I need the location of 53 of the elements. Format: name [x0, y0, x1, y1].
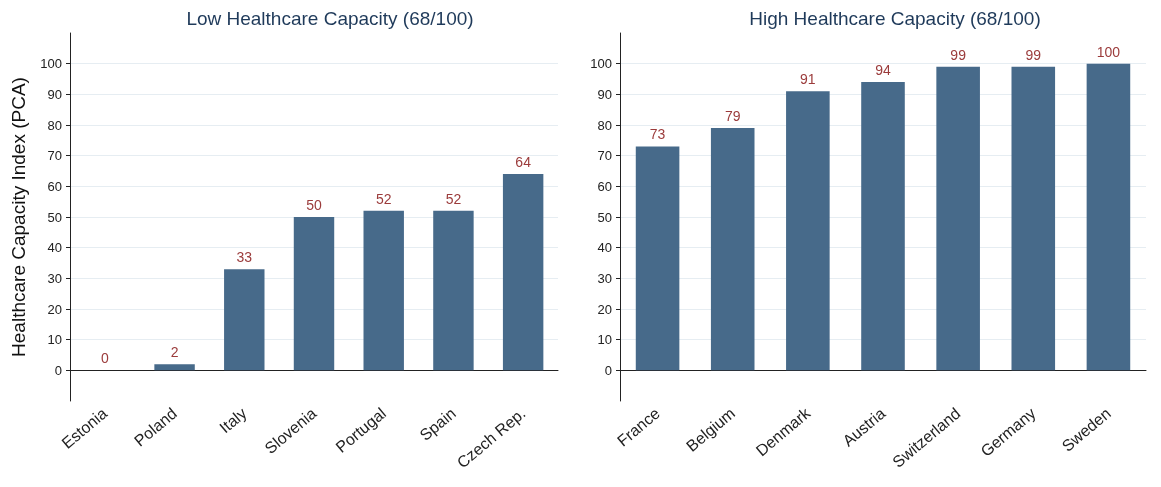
y-tick-label: 0: [604, 362, 612, 378]
bar: [363, 210, 404, 371]
y-tick-label: 50: [47, 209, 62, 225]
data-label: 73: [649, 126, 666, 143]
bar: [1011, 66, 1056, 371]
bar: [710, 128, 755, 371]
y-tick-label: 10: [597, 332, 612, 348]
bar: [936, 66, 980, 371]
bar: [861, 82, 905, 371]
data-label: 50: [306, 197, 322, 213]
y-tick-label: 70: [597, 148, 612, 164]
data-label: 99: [950, 46, 967, 63]
data-label: 2: [170, 344, 179, 361]
y-tick-label: 60: [47, 178, 62, 194]
y-tick-label: 70: [47, 148, 62, 164]
y-tick-label: 30: [47, 270, 62, 286]
bar: [433, 210, 474, 371]
y-tick-label: 0: [54, 362, 62, 378]
y-tick-label: 100: [40, 56, 62, 72]
bar: [154, 364, 195, 371]
data-label: 99: [1025, 46, 1042, 63]
data-label: 64: [515, 154, 532, 171]
y-tick-label: 30: [597, 270, 612, 286]
y-tick-label: 20: [597, 301, 612, 317]
data-label: 52: [445, 190, 462, 207]
data-label: 91: [800, 71, 816, 88]
data-label: 33: [236, 249, 253, 266]
y-tick-label: 100: [590, 56, 612, 72]
chart-title: Low Healthcare Capacity (68/100): [186, 8, 474, 29]
y-tick-label: 60: [597, 178, 612, 194]
bar: [293, 217, 335, 371]
data-label: 94: [875, 62, 891, 79]
y-tick-label: 40: [47, 240, 62, 256]
chart-title: High Healthcare Capacity (68/100): [749, 8, 1041, 29]
data-label: 79: [724, 108, 741, 125]
bar: [502, 174, 544, 371]
bar: [786, 91, 830, 371]
y-tick-label: 20: [47, 301, 62, 317]
y-tick-label: 90: [597, 86, 612, 102]
y-tick-label: 50: [597, 209, 612, 225]
bar: [635, 146, 680, 371]
bar: [1086, 63, 1131, 371]
y-tick-label: 40: [597, 240, 612, 256]
y-tick-label: 80: [597, 117, 612, 133]
y-axis-title: Healthcare Capacity Index (PCA): [8, 77, 29, 357]
data-label: 100: [1096, 43, 1121, 60]
y-tick-label: 80: [47, 117, 62, 133]
y-tick-label: 10: [47, 332, 62, 348]
data-label: 52: [375, 190, 392, 207]
x-tick-label: Italy: [216, 404, 250, 437]
y-tick-label: 90: [47, 86, 62, 102]
bar: [224, 269, 265, 371]
data-label: 0: [100, 350, 109, 367]
